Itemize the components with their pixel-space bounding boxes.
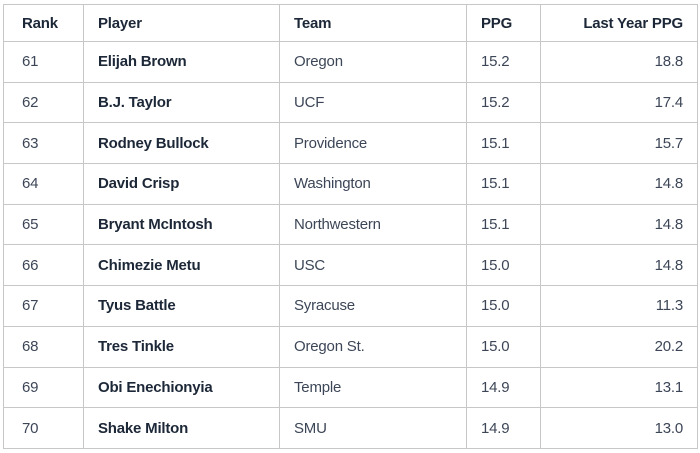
cell-team: SMU [279, 407, 467, 449]
table-row: 64 David Crisp Washington 15.1 14.8 [3, 163, 698, 205]
table-row: 69 Obi Enechionyia Temple 14.9 13.1 [3, 366, 698, 409]
cell-last: 20.2 [540, 325, 698, 368]
table-row: 68 Tres Tinkle Oregon St. 15.0 20.2 [3, 325, 698, 368]
cell-team: UCF [279, 81, 467, 124]
column-header-team: Team [279, 4, 467, 42]
cell-team: Oregon [279, 41, 467, 83]
column-header-rank: Rank [3, 4, 84, 42]
table-row: 61 Elijah Brown Oregon 15.2 18.8 [3, 41, 698, 83]
cell-player: Chimezie Metu [83, 244, 280, 287]
column-header-ppg: PPG [466, 4, 541, 42]
cell-player: Tres Tinkle [83, 325, 280, 368]
cell-last: 18.8 [540, 41, 698, 83]
cell-ppg: 15.0 [466, 325, 541, 368]
table-row: 65 Bryant McIntosh Northwestern 15.1 14.8 [3, 203, 698, 246]
cell-ppg: 15.1 [466, 122, 541, 165]
cell-ppg: 14.9 [466, 407, 541, 449]
header-row: Rank Player Team PPG Last Year PPG [3, 4, 698, 42]
cell-ppg: 15.2 [466, 41, 541, 83]
cell-last: 14.8 [540, 163, 698, 205]
cell-rank: 61 [3, 41, 84, 83]
table-header: Rank Player Team PPG Last Year PPG [3, 4, 698, 42]
table-row: 62 B.J. Taylor UCF 15.2 17.4 [3, 81, 698, 124]
table-row: 66 Chimezie Metu USC 15.0 14.8 [3, 244, 698, 287]
cell-rank: 70 [3, 407, 84, 449]
column-header-player: Player [83, 4, 280, 42]
cell-ppg: 15.2 [466, 81, 541, 124]
cell-rank: 63 [3, 122, 84, 165]
cell-ppg: 15.0 [466, 244, 541, 287]
player-stats-table: Rank Player Team PPG Last Year PPG 61 Eli… [3, 4, 698, 449]
cell-ppg: 15.0 [466, 285, 541, 327]
cell-last: 13.1 [540, 366, 698, 409]
cell-last: 11.3 [540, 285, 698, 327]
cell-player: Elijah Brown [83, 41, 280, 83]
cell-player: Shake Milton [83, 407, 280, 449]
table-row: 67 Tyus Battle Syracuse 15.0 11.3 [3, 285, 698, 327]
cell-ppg: 14.9 [466, 366, 541, 409]
cell-player: David Crisp [83, 163, 280, 205]
cell-rank: 68 [3, 325, 84, 368]
cell-player: Tyus Battle [83, 285, 280, 327]
table-body: 61 Elijah Brown Oregon 15.2 18.8 62 B.J. Taylo… [3, 41, 698, 449]
cell-team: Washington [279, 163, 467, 205]
cell-team: Temple [279, 366, 467, 409]
cell-team: USC [279, 244, 467, 287]
cell-team: Northwestern [279, 203, 467, 246]
cell-rank: 66 [3, 244, 84, 287]
cell-last: 14.8 [540, 203, 698, 246]
cell-rank: 69 [3, 366, 84, 409]
cell-rank: 64 [3, 163, 84, 205]
cell-player: Bryant McIntosh [83, 203, 280, 246]
cell-player: Obi Enechionyia [83, 366, 280, 409]
cell-player: B.J. Taylor [83, 81, 280, 124]
cell-rank: 62 [3, 81, 84, 124]
cell-team: Syracuse [279, 285, 467, 327]
cell-last: 13.0 [540, 407, 698, 449]
cell-last: 14.8 [540, 244, 698, 287]
column-header-last-year-ppg: Last Year PPG [540, 4, 698, 42]
table-row: 70 Shake Milton SMU 14.9 13.0 [3, 407, 698, 449]
cell-rank: 67 [3, 285, 84, 327]
cell-team: Providence [279, 122, 467, 165]
cell-last: 17.4 [540, 81, 698, 124]
cell-last: 15.7 [540, 122, 698, 165]
cell-ppg: 15.1 [466, 163, 541, 205]
cell-rank: 65 [3, 203, 84, 246]
table-row: 63 Rodney Bullock Providence 15.1 15.7 [3, 122, 698, 165]
cell-team: Oregon St. [279, 325, 467, 368]
cell-player: Rodney Bullock [83, 122, 280, 165]
cell-ppg: 15.1 [466, 203, 541, 246]
